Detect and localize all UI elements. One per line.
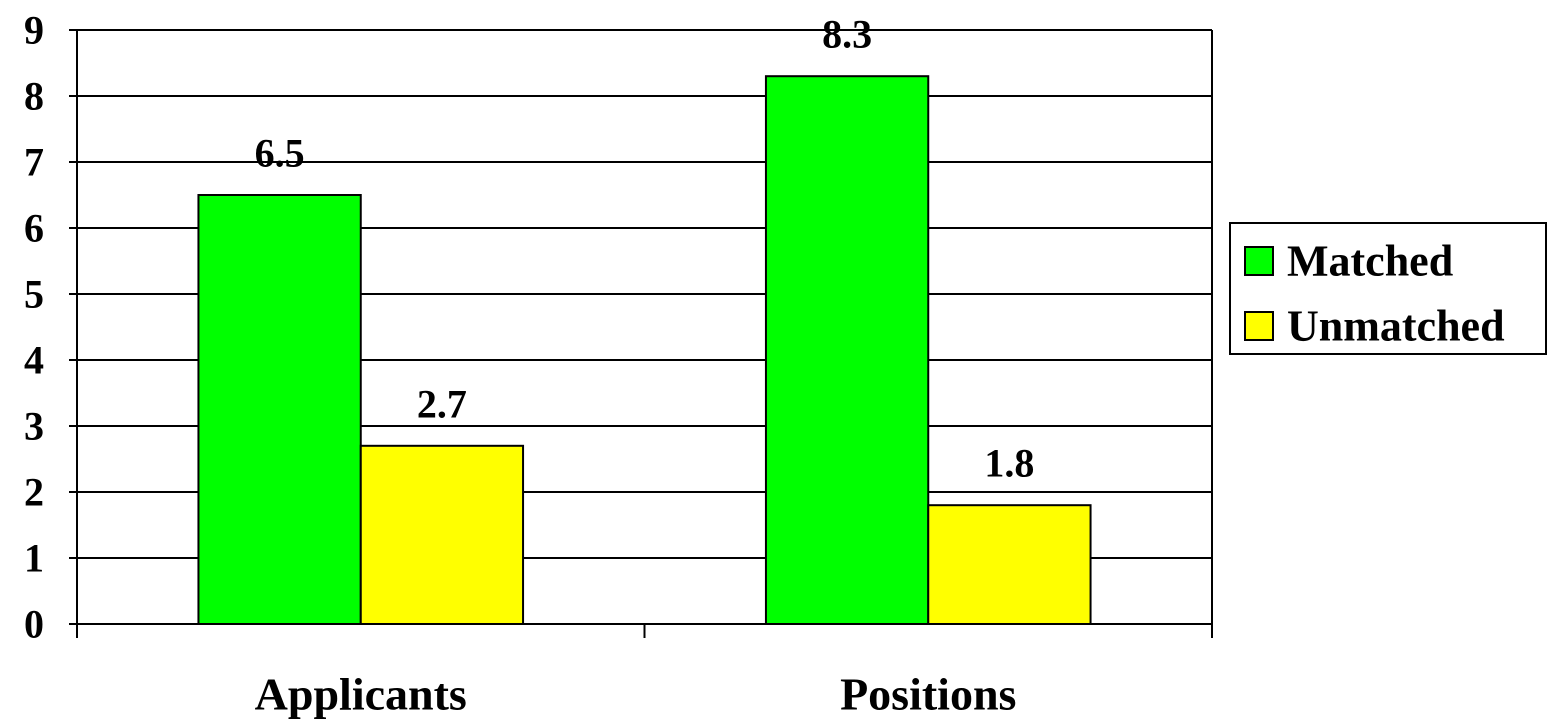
legend-swatch bbox=[1244, 311, 1274, 341]
bars bbox=[197, 75, 1092, 626]
axes bbox=[76, 30, 1213, 625]
bar bbox=[764, 75, 930, 625]
y-tick-label: 2 bbox=[24, 470, 44, 515]
bar bbox=[927, 504, 1092, 626]
x-category-label: Positions bbox=[840, 669, 1016, 720]
y-tick-label: 6 bbox=[24, 206, 44, 251]
y-tick-label: 8 bbox=[24, 74, 44, 119]
y-tick-label: 4 bbox=[24, 338, 44, 383]
bar bbox=[359, 444, 525, 625]
y-tick-label: 0 bbox=[24, 602, 44, 647]
legend-label: Matched bbox=[1287, 237, 1453, 286]
y-tick-labels: 0 1 2 3 4 5 6 7 8 9 bbox=[24, 8, 44, 647]
data-label: 1.8 bbox=[984, 441, 1034, 486]
legend-label: Unmatched bbox=[1287, 302, 1505, 351]
data-label: 2.7 bbox=[417, 381, 467, 426]
legend-box bbox=[1229, 222, 1547, 355]
data-label: 8.3 bbox=[822, 12, 872, 57]
x-category-labels: Applicants Positions bbox=[255, 669, 1017, 720]
bar bbox=[197, 194, 362, 625]
y-tick-label: 5 bbox=[24, 272, 44, 317]
legend-swatch bbox=[1244, 246, 1274, 276]
legend: Matched Unmatched bbox=[1229, 222, 1547, 355]
y-tick-label: 9 bbox=[24, 8, 44, 53]
x-category-label: Applicants bbox=[255, 669, 467, 720]
y-tick-label: 1 bbox=[24, 536, 44, 581]
y-tick-label: 3 bbox=[24, 404, 44, 449]
y-tick-label: 7 bbox=[24, 140, 44, 185]
data-labels: 6.5 2.7 8.3 1.8 bbox=[255, 12, 1035, 486]
data-label: 6.5 bbox=[255, 131, 305, 176]
